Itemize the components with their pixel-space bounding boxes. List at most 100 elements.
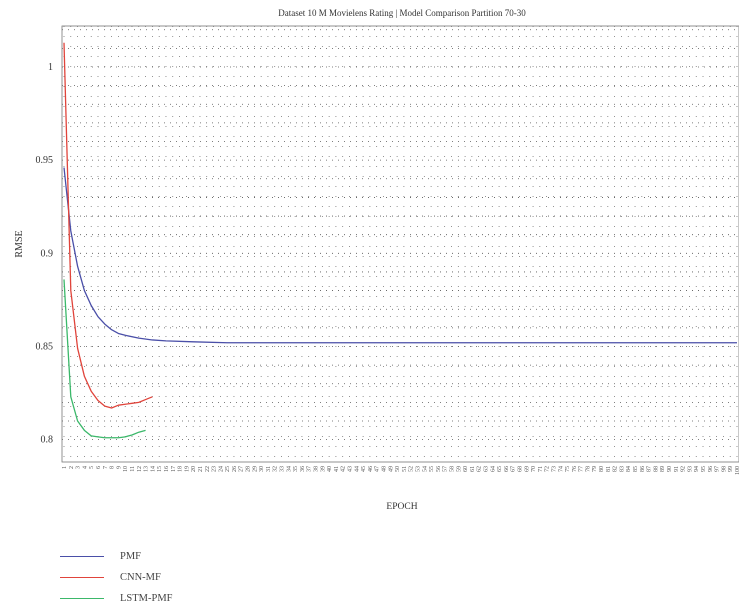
x-tick-label: 78 [585,466,591,472]
legend-label-pmf: PMF [120,551,142,562]
x-tick-label: 97 [715,466,721,472]
x-tick-label: 87 [647,466,653,472]
x-tick-label: 29 [252,466,258,472]
legend-item-pmf: PMF [60,546,173,567]
x-tick-label: 20 [191,466,197,472]
chart-title: Dataset 10 M Movielens Rating | Model Co… [278,8,526,18]
x-axis-ticks: 1 2 3 4 5 6 7 8 9 10 11 12 13 14 15 16 17 18 19 20 21 22 23 24 2… [62,466,739,475]
x-tick-label: 53 [415,466,421,472]
x-tick-label: 82 [613,466,619,472]
x-tick-label: 64 [490,466,496,472]
legend-swatch-lstm-pmf [60,598,104,599]
legend: PMF CNN-MF LSTM-PMF [60,546,173,609]
x-tick-label: 30 [259,466,265,472]
x-tick-label: 100 [735,466,739,475]
x-tick-label: 11 [130,466,136,472]
legend-item-cnn-mf: CNN-MF [60,567,173,588]
series-line-lstm-pmf [63,279,146,439]
plot-frame [61,25,739,463]
y-tick-label: 1 [48,62,53,73]
x-tick-label: 84 [626,466,632,472]
x-tick-label: 54 [422,466,428,472]
x-tick-label: 52 [409,466,415,472]
x-tick-label: 92 [681,466,687,472]
series-line-pmf [63,167,737,344]
x-tick-label: 44 [354,466,360,472]
x-tick-label: 61 [470,466,476,472]
x-tick-label: 38 [314,466,320,472]
x-tick-label: 8 [110,466,116,469]
x-tick-label: 80 [599,466,605,472]
series-lines [63,42,737,439]
x-tick-label: 23 [212,466,218,472]
x-tick-label: 27 [239,466,245,472]
x-tick-label: 45 [361,466,367,472]
x-tick-label: 86 [640,466,646,472]
x-tick-label: 79 [592,466,598,472]
x-tick-label: 26 [232,466,238,472]
x-tick-label: 89 [660,466,666,472]
x-tick-label: 73 [551,466,557,472]
x-tick-label: 43 [348,466,354,472]
x-tick-label: 68 [517,466,523,472]
x-tick-label: 57 [443,466,449,472]
x-tick-label: 95 [701,466,707,472]
x-tick-label: 42 [341,466,347,472]
x-tick-label: 41 [334,466,340,472]
grid [62,26,739,462]
x-tick-label: 62 [477,466,483,472]
x-tick-label: 35 [293,466,299,472]
x-tick-label: 67 [511,466,517,472]
x-tick-label: 71 [538,466,544,472]
x-tick-label: 12 [137,466,143,472]
x-tick-label: 90 [667,466,673,472]
x-tick-label: 69 [524,466,530,472]
x-tick-label: 46 [368,466,374,472]
x-tick-label: 17 [171,466,177,472]
x-tick-label: 88 [653,466,659,472]
x-tick-label: 19 [184,466,190,472]
x-tick-label: 9 [116,466,122,469]
x-tick-label: 75 [565,466,571,472]
x-tick-label: 3 [76,466,82,469]
y-tick-label: 0.8 [41,435,54,446]
x-tick-label: 13 [144,466,150,472]
x-tick-label: 10 [123,466,129,472]
x-tick-label: 6 [96,466,102,469]
x-tick-label: 48 [382,466,388,472]
legend-swatch-cnn-mf [60,577,104,578]
x-tick-label: 33 [280,466,286,472]
x-tick-label: 25 [225,466,231,472]
x-tick-label: 74 [558,466,564,472]
x-tick-label: 93 [687,466,693,472]
x-tick-label: 99 [728,466,734,472]
x-tick-label: 51 [402,466,408,472]
legend-swatch-pmf [60,556,104,557]
x-tick-label: 15 [157,466,163,472]
x-tick-label: 50 [395,466,401,472]
x-tick-label: 55 [429,466,435,472]
x-tick-label: 77 [579,466,585,472]
x-tick-label: 83 [619,466,625,472]
x-tick-label: 18 [178,466,184,472]
y-axis-label: RMSE [14,230,25,257]
legend-label-cnn-mf: CNN-MF [120,572,161,583]
x-tick-label: 31 [266,466,272,472]
series-line-cnn-mf [63,42,153,409]
x-tick-label: 81 [606,466,612,472]
x-tick-label: 96 [708,466,714,472]
x-axis-label: EPOCH [386,502,417,512]
x-tick-label: 2 [69,466,75,469]
y-tick-label: 0.85 [36,341,54,352]
x-tick-label: 66 [504,466,510,472]
x-tick-label: 70 [531,466,537,472]
x-tick-label: 14 [150,466,156,472]
x-tick-label: 49 [388,466,394,472]
x-tick-label: 47 [375,466,381,472]
x-tick-label: 4 [82,466,88,469]
x-tick-label: 58 [449,466,455,472]
x-tick-label: 91 [674,466,680,472]
x-tick-label: 72 [545,466,551,472]
x-tick-label: 1 [62,466,68,469]
